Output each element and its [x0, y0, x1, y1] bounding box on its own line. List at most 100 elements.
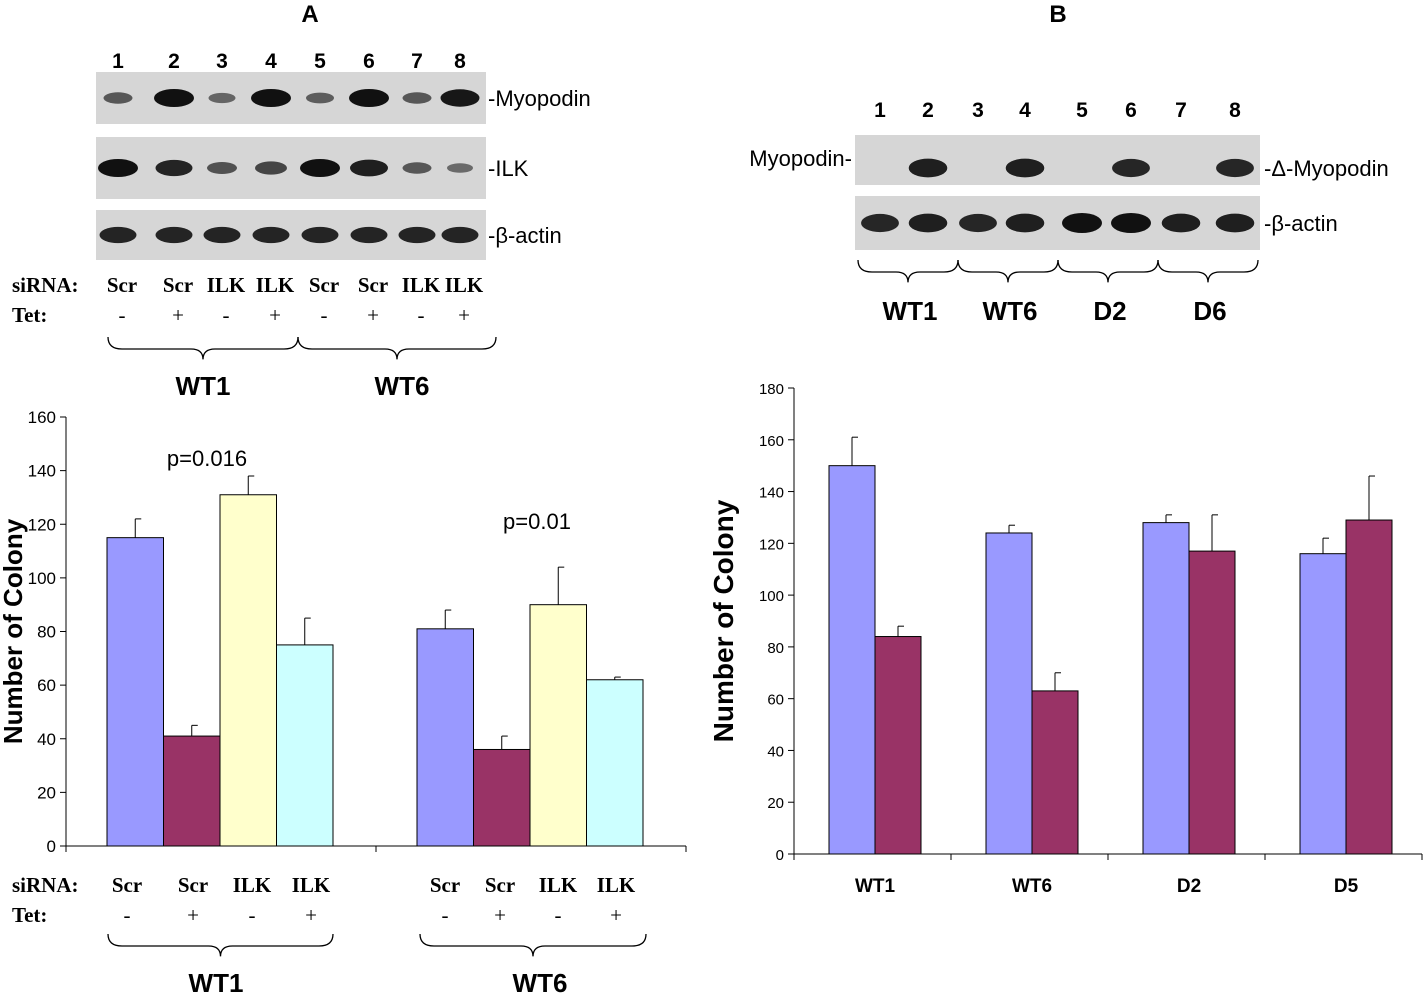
tet-value: + [458, 303, 470, 327]
p-value-annotation: p=0.016 [167, 446, 247, 471]
protein-band [440, 89, 480, 107]
sirna-value: Scr [358, 273, 388, 297]
sirna-value: Scr [107, 273, 137, 297]
sirna-value: Scr [112, 873, 142, 897]
protein-band [402, 92, 432, 104]
band-label: -Myopodin [488, 86, 591, 111]
tet-value: + [187, 903, 199, 927]
protein-band [398, 226, 436, 244]
protein-band [103, 92, 133, 104]
protein-band [959, 213, 997, 233]
tet-label: Tet: [12, 903, 47, 927]
group-label: D2 [1093, 296, 1126, 326]
group-label: WT6 [513, 968, 568, 996]
lane-number: 7 [1175, 99, 1187, 122]
protein-band [908, 213, 948, 233]
lane-number: 5 [1076, 99, 1088, 122]
lane-number: 7 [411, 50, 423, 73]
tet-value: + [367, 303, 379, 327]
tet-value: - [321, 303, 328, 327]
protein-band [98, 159, 138, 177]
y-tick-label: 60 [767, 692, 784, 709]
tet-value: - [555, 903, 562, 927]
protein-band [1005, 213, 1045, 233]
y-axis-title: Number of Colony [708, 499, 739, 742]
protein-band [251, 89, 291, 107]
bar [1188, 550, 1236, 855]
lane-number: 6 [1125, 99, 1137, 122]
protein-band [1215, 213, 1255, 233]
y-tick-label: 20 [37, 783, 56, 802]
sirna-value: ILK [445, 273, 484, 297]
protein-band [350, 159, 388, 177]
lane-number: 2 [922, 99, 934, 122]
protein-band [349, 89, 389, 107]
group-brace [297, 336, 497, 360]
y-tick-label: 160 [28, 408, 56, 427]
protein-band [208, 92, 236, 104]
tet-value: + [172, 303, 184, 327]
protein-band [154, 89, 194, 107]
x-tick-label: D5 [1334, 876, 1359, 897]
sirna-value: ILK [207, 273, 246, 297]
tet-value: - [119, 303, 126, 327]
y-tick-label: 80 [767, 640, 784, 657]
y-tick-label: 0 [776, 847, 784, 864]
bar [529, 604, 587, 847]
sirna-value: Scr [178, 873, 208, 897]
protein-band [255, 161, 287, 175]
band-label: -ILK [488, 156, 529, 181]
lane-number: 4 [265, 50, 277, 73]
y-tick-label: 140 [759, 485, 784, 502]
blot-strip [855, 135, 1260, 185]
bar [219, 494, 277, 847]
protein-band [300, 159, 340, 177]
group-brace [1057, 259, 1159, 283]
protein-band [99, 226, 137, 244]
lane-number: 3 [972, 99, 984, 122]
sirna-value: ILK [256, 273, 295, 297]
group-label: WT1 [883, 296, 938, 326]
sirna-value: ILK [539, 873, 578, 897]
protein-band [350, 226, 388, 244]
group-label: WT1 [176, 371, 231, 401]
lane-number: 1 [112, 50, 124, 73]
y-tick-label: 100 [28, 569, 56, 588]
protein-band [301, 226, 339, 244]
sirna-label: siRNA: [12, 873, 79, 897]
y-tick-label: 120 [28, 515, 56, 534]
bar [1345, 519, 1393, 855]
sirna-value: Scr [309, 273, 339, 297]
sirna-value: Scr [430, 873, 460, 897]
protein-band [861, 213, 899, 233]
bar-chart-a: 0 20 40 60 80 100 120 140 160 Number of Colony p=0… [0, 408, 687, 856]
sirna-value: ILK [233, 873, 272, 897]
sirna-value: ILK [292, 873, 331, 897]
tet-value: + [269, 303, 281, 327]
tet-value: + [305, 903, 317, 927]
bar [416, 628, 474, 847]
y-tick-label: 60 [37, 676, 56, 695]
protein-band [908, 158, 948, 178]
lane-number: 5 [314, 50, 326, 73]
tet-value: + [494, 903, 506, 927]
tet-value: - [124, 903, 131, 927]
y-tick-label: 40 [767, 743, 784, 760]
western-blot-b: 1 2 3 4 5 6 7 8 -Δ-Myopodin -β-actin Myopodin- WT1 W… [749, 99, 1388, 326]
protein-band [1005, 158, 1045, 178]
sirna-value: Scr [163, 273, 193, 297]
y-tick-label: 20 [767, 795, 784, 812]
bar [473, 748, 531, 847]
bar [1299, 553, 1347, 855]
bar [163, 735, 221, 847]
panel-a-label: A [301, 1, 318, 28]
panel-b-label: B [1049, 1, 1066, 28]
lane-number: 6 [363, 50, 375, 73]
tet-value: - [249, 903, 256, 927]
y-tick-label: 100 [759, 588, 784, 605]
group-brace [1157, 259, 1259, 283]
y-tick-label: 180 [759, 381, 784, 398]
